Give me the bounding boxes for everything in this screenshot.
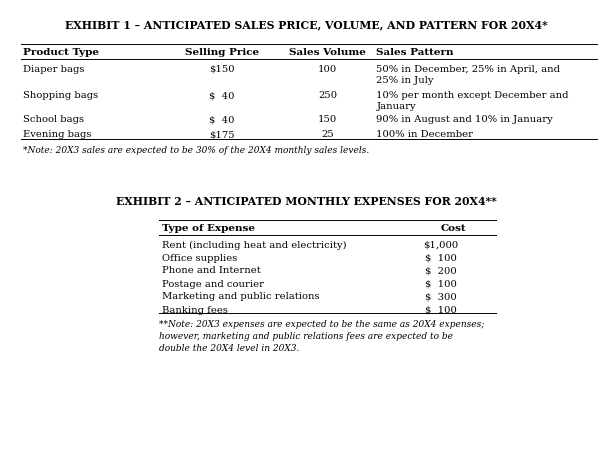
- Text: $1,000: $1,000: [423, 240, 458, 249]
- Text: Sales Pattern: Sales Pattern: [376, 48, 454, 57]
- Text: $175: $175: [209, 130, 234, 139]
- Text: EXHIBIT 2 – ANTICIPATED MONTHLY EXPENSES FOR 20X4**: EXHIBIT 2 – ANTICIPATED MONTHLY EXPENSES…: [116, 196, 496, 207]
- Text: 250: 250: [318, 91, 337, 100]
- Text: Sales Volume: Sales Volume: [289, 48, 366, 57]
- Text: School bags: School bags: [23, 115, 84, 124]
- Text: Banking fees: Banking fees: [162, 305, 228, 314]
- Text: $  200: $ 200: [425, 266, 457, 275]
- Text: 50% in December, 25% in April, and
25% in July: 50% in December, 25% in April, and 25% i…: [376, 65, 561, 85]
- Text: 25: 25: [321, 130, 334, 139]
- Text: $  100: $ 100: [425, 279, 457, 288]
- Text: Office supplies: Office supplies: [162, 253, 237, 262]
- Text: $  300: $ 300: [425, 292, 457, 301]
- Text: Phone and Internet: Phone and Internet: [162, 266, 261, 275]
- Text: Rent (including heat and electricity): Rent (including heat and electricity): [162, 240, 347, 249]
- Text: 150: 150: [318, 115, 337, 124]
- Text: 10% per month except December and
January: 10% per month except December and Januar…: [376, 91, 569, 111]
- Text: 90% in August and 10% in January: 90% in August and 10% in January: [376, 115, 553, 124]
- Text: *Note: 20X3 sales are expected to be 30% of the 20X4 monthly sales levels.: *Note: 20X3 sales are expected to be 30%…: [23, 146, 370, 155]
- Text: Selling Price: Selling Price: [185, 48, 259, 57]
- Text: 100% in December: 100% in December: [376, 130, 473, 139]
- Text: $150: $150: [209, 65, 234, 74]
- Text: Marketing and public relations: Marketing and public relations: [162, 292, 319, 301]
- Text: $  100: $ 100: [425, 253, 457, 262]
- Text: $  40: $ 40: [209, 91, 234, 100]
- Text: Diaper bags: Diaper bags: [23, 65, 84, 74]
- Text: Product Type: Product Type: [23, 48, 99, 57]
- Text: Postage and courier: Postage and courier: [162, 279, 264, 288]
- Text: **Note: 20X3 expenses are expected to be the same as 20X4 expenses;
however, mar: **Note: 20X3 expenses are expected to be…: [159, 319, 484, 352]
- Text: Cost: Cost: [441, 224, 466, 233]
- Text: $  40: $ 40: [209, 115, 234, 124]
- Text: $  100: $ 100: [425, 305, 457, 314]
- Text: Evening bags: Evening bags: [23, 130, 92, 139]
- Text: 100: 100: [318, 65, 337, 74]
- Text: EXHIBIT 1 – ANTICIPATED SALES PRICE, VOLUME, AND PATTERN FOR 20X4*: EXHIBIT 1 – ANTICIPATED SALES PRICE, VOL…: [65, 19, 547, 30]
- Text: Type of Expense: Type of Expense: [162, 224, 255, 233]
- Text: Shopping bags: Shopping bags: [23, 91, 99, 100]
